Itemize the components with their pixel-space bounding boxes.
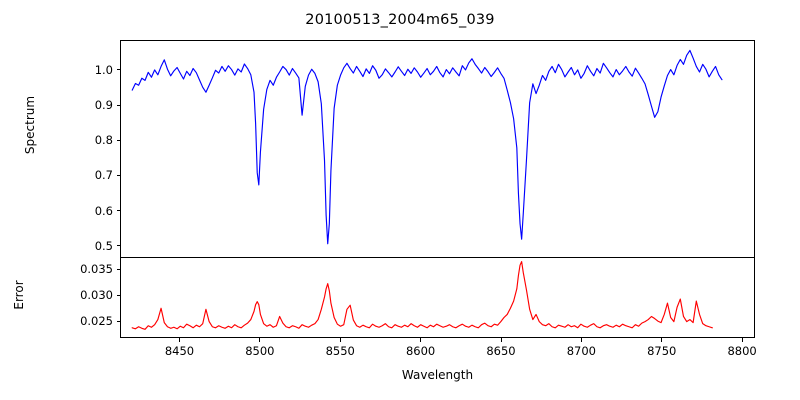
x-tick-label: 8750 xyxy=(647,344,677,358)
x-tick-label: 8800 xyxy=(727,344,757,358)
x-tick-mark xyxy=(259,338,261,342)
x-axis-title: Wavelength xyxy=(401,368,474,382)
x-tick-mark xyxy=(178,338,180,342)
x-tick-label: 8500 xyxy=(245,344,275,358)
x-tick-label: 8450 xyxy=(164,344,195,358)
y-tick-label: 1.0 xyxy=(94,62,113,77)
y-tick-mark xyxy=(116,320,120,322)
error-plot-panel xyxy=(120,258,755,338)
error-y-axis-ticklabels: 0.025 0.030 0.035 xyxy=(48,258,113,338)
x-tick-mark xyxy=(339,338,341,342)
error-line-series xyxy=(121,258,754,337)
y-tick-label: 0.7 xyxy=(94,168,113,183)
y-tick-label: 0.5 xyxy=(94,238,113,253)
x-tick-label: 8550 xyxy=(325,344,355,358)
y-tick-label: 0.8 xyxy=(94,133,113,148)
y-tick-label: 0.025 xyxy=(80,314,113,329)
y-tick-label: 0.9 xyxy=(94,98,113,113)
x-tick-label: 8600 xyxy=(405,344,436,358)
y-tick-mark xyxy=(116,268,120,270)
spectrum-plot-panel xyxy=(120,40,755,258)
spectrum-y-axis-ticklabels: 0.5 0.6 0.7 0.8 0.9 1.0 xyxy=(58,40,113,258)
y-tick-mark xyxy=(116,139,120,141)
spectrum-y-axis-title: Spectrum xyxy=(23,95,37,155)
y-tick-mark xyxy=(116,210,120,212)
x-tick-mark xyxy=(741,338,743,342)
x-tick-mark xyxy=(420,338,422,342)
x-tick-label: 8650 xyxy=(486,344,516,358)
error-y-axis-title: Error xyxy=(12,280,26,310)
x-tick-mark xyxy=(580,338,582,342)
x-tick-label: 8700 xyxy=(566,344,597,358)
y-tick-label: 0.6 xyxy=(94,203,113,218)
x-axis-ticklabels: 8450 8500 8550 8600 8650 8700 8750 8800 xyxy=(0,344,800,360)
x-tick-mark xyxy=(500,338,502,342)
y-tick-label: 0.035 xyxy=(80,262,113,277)
y-tick-mark xyxy=(116,245,120,247)
y-tick-mark xyxy=(116,104,120,106)
page-title: 20100513_2004m65_039 xyxy=(305,12,495,28)
y-tick-mark xyxy=(116,69,120,71)
y-tick-mark xyxy=(116,174,120,176)
y-tick-mark xyxy=(116,294,120,296)
spectrum-line-series xyxy=(121,41,754,257)
y-tick-label: 0.030 xyxy=(80,288,113,303)
x-tick-mark xyxy=(661,338,663,342)
